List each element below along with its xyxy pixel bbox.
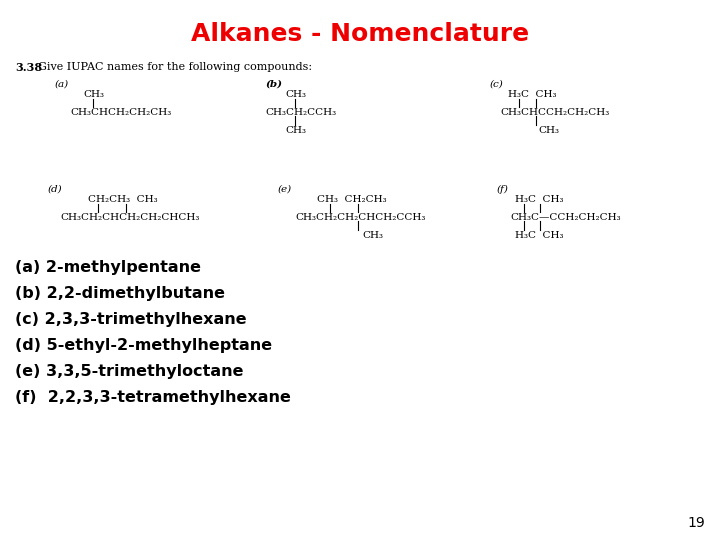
Text: Give IUPAC names for the following compounds:: Give IUPAC names for the following compo… bbox=[38, 62, 312, 72]
Text: CH₃: CH₃ bbox=[285, 90, 306, 99]
Text: Alkanes - Nomenclature: Alkanes - Nomenclature bbox=[191, 22, 529, 46]
Text: CH₃: CH₃ bbox=[285, 126, 306, 135]
Text: H₃C  CH₃: H₃C CH₃ bbox=[515, 231, 564, 240]
Text: CH₃C—CCH₂CH₂CH₃: CH₃C—CCH₂CH₂CH₃ bbox=[510, 213, 621, 222]
Text: CH₃CH₂CH₂CHCH₂CCH₃: CH₃CH₂CH₂CHCH₂CCH₃ bbox=[295, 213, 426, 222]
Text: CH₃: CH₃ bbox=[362, 231, 383, 240]
Text: CH₂CH₃  CH₃: CH₂CH₃ CH₃ bbox=[88, 195, 158, 204]
Text: (e): (e) bbox=[278, 185, 292, 194]
Text: CH₃CHCH₂CH₂CH₃: CH₃CHCH₂CH₂CH₃ bbox=[70, 108, 171, 117]
Text: H₃C  CH₃: H₃C CH₃ bbox=[515, 195, 564, 204]
Text: CH₃CH₂CCH₃: CH₃CH₂CCH₃ bbox=[265, 108, 336, 117]
Text: CH₃CHCCH₂CH₂CH₃: CH₃CHCCH₂CH₂CH₃ bbox=[500, 108, 609, 117]
Text: (b): (b) bbox=[265, 80, 282, 89]
Text: (d): (d) bbox=[48, 185, 63, 194]
Text: 3.38: 3.38 bbox=[15, 62, 42, 73]
Text: 19: 19 bbox=[688, 516, 705, 530]
Text: (c): (c) bbox=[490, 80, 504, 89]
Text: CH₃  CH₂CH₃: CH₃ CH₂CH₃ bbox=[317, 195, 387, 204]
Text: (e) 3,3,5-trimethyloctane: (e) 3,3,5-trimethyloctane bbox=[15, 364, 243, 379]
Text: (b) 2,2-dimethylbutane: (b) 2,2-dimethylbutane bbox=[15, 286, 225, 301]
Text: (c) 2,3,3-trimethylhexane: (c) 2,3,3-trimethylhexane bbox=[15, 312, 247, 327]
Text: CH₃: CH₃ bbox=[83, 90, 104, 99]
Text: CH₃CH₂CHCH₂CH₂CHCH₃: CH₃CH₂CHCH₂CH₂CHCH₃ bbox=[60, 213, 199, 222]
Text: (f)  2,2,3,3-tetramethylhexane: (f) 2,2,3,3-tetramethylhexane bbox=[15, 390, 291, 405]
Text: H₃C  CH₃: H₃C CH₃ bbox=[508, 90, 557, 99]
Text: (d) 5-ethyl-2-methylheptane: (d) 5-ethyl-2-methylheptane bbox=[15, 338, 272, 353]
Text: (a) 2-methylpentane: (a) 2-methylpentane bbox=[15, 260, 201, 275]
Text: CH₃: CH₃ bbox=[538, 126, 559, 135]
Text: (a): (a) bbox=[55, 80, 69, 89]
Text: (f): (f) bbox=[497, 185, 509, 194]
